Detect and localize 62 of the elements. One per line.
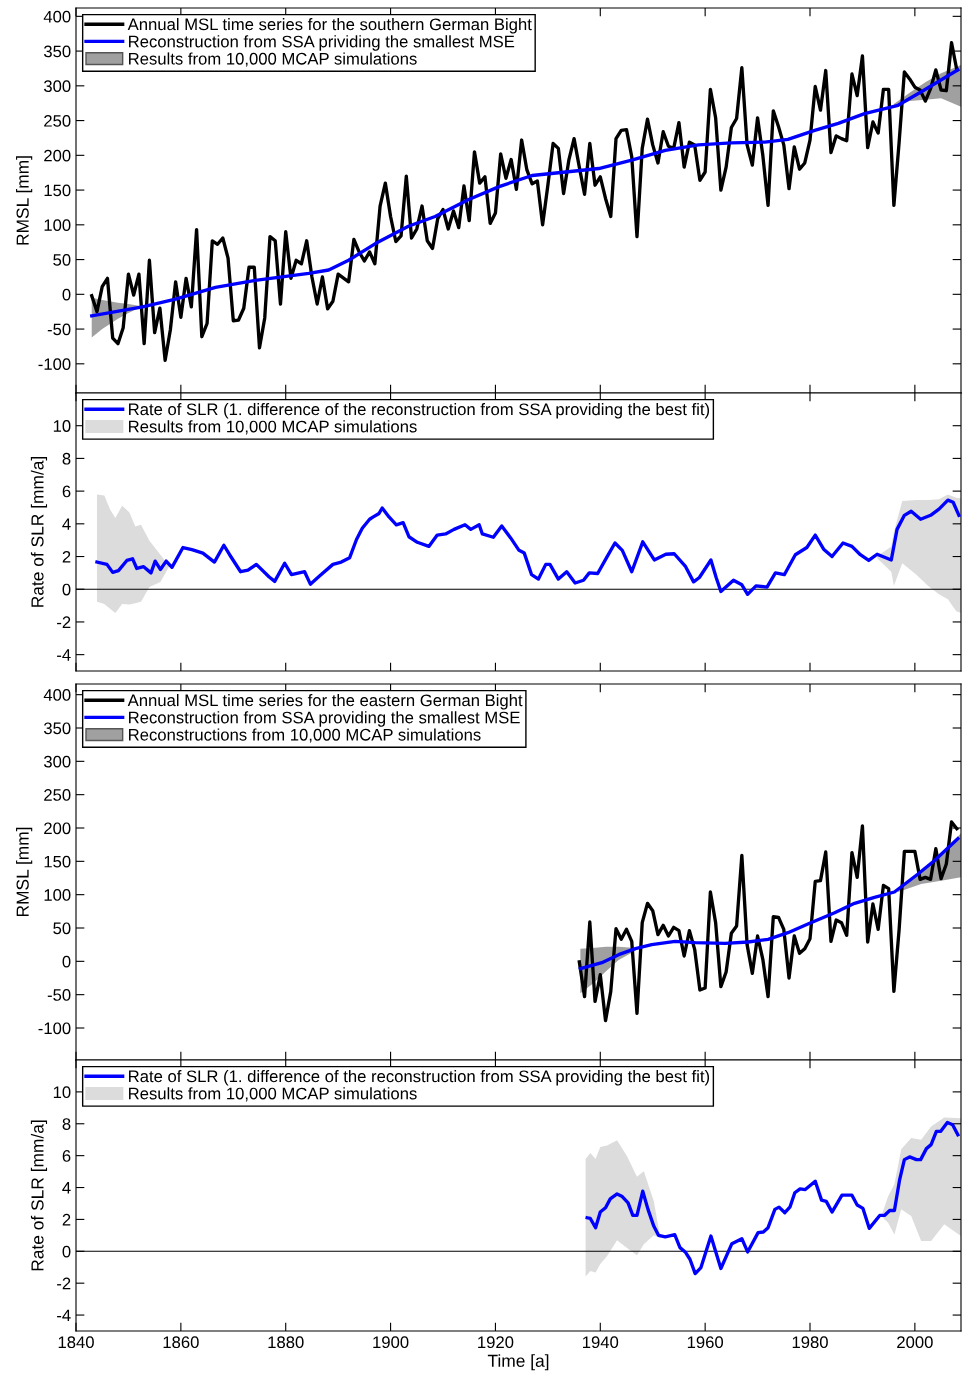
legend-label: Results from 10,000 MCAP simulations <box>129 1087 417 1102</box>
y-axis-title: Rate of SLR [mm/a] <box>30 1120 48 1271</box>
y-tick-label: 0 <box>62 583 71 596</box>
y-tick-label: 8 <box>62 452 71 465</box>
y-tick-label: 0 <box>62 288 71 301</box>
x-tick-label: 1960 <box>687 1336 724 1349</box>
x-tick-label: 1900 <box>373 1336 409 1349</box>
x-tick-label: 1940 <box>583 1336 619 1349</box>
legend-label: Reconstruction from SSA prividing the smallest MSE <box>129 35 515 51</box>
y-tick-label: -50 <box>47 323 71 336</box>
y-tick-label: 150 <box>44 184 71 197</box>
y-tick-label: 400 <box>43 689 71 701</box>
y-tick-label: 0 <box>62 955 71 968</box>
y-tick-label: 300 <box>43 80 71 93</box>
y-tick-label: 50 <box>53 922 71 935</box>
y-axis-title: Rate of SLR [mm/a] <box>30 457 48 607</box>
y-tick-label: 10 <box>53 1086 71 1099</box>
y-tick-label: 250 <box>44 114 71 127</box>
y-tick-label: -100 <box>38 1022 71 1035</box>
legend-label: Annual MSL time series for the southern German Bight <box>127 18 532 34</box>
y-tick-label: 8 <box>62 1118 71 1130</box>
legend-label: Results from 10,000 MCAP simulations <box>129 52 417 67</box>
y-tick-label: 100 <box>44 889 71 901</box>
x-tick-label: 1880 <box>268 1336 304 1349</box>
x-tick-label: 2000 <box>897 1336 933 1349</box>
y-tick-label: -4 <box>57 1309 71 1322</box>
y-tick-label: 400 <box>43 10 71 23</box>
legend-label: Reconstructions from 10,000 MCAP simulations <box>129 728 481 743</box>
legend-label: Rate of SLR (1. difference of the reconstruction from SSA providing the best fit) <box>129 403 710 419</box>
y-tick-label: 200 <box>44 149 71 162</box>
y-tick-label: 6 <box>62 485 71 498</box>
legend-label: Rate of SLR (1. difference of the reconstruction from SSA providing the best fit) <box>129 1070 710 1086</box>
y-tick-label: 200 <box>44 822 71 835</box>
x-axis-title: Time [a] <box>487 1354 549 1371</box>
y-tick-label: 350 <box>43 722 71 735</box>
legend-label: Results from 10,000 MCAP simulations <box>129 420 417 435</box>
y-tick-label: 150 <box>44 855 71 868</box>
y-tick-label: 100 <box>44 219 71 232</box>
y-tick-label: -100 <box>38 358 71 371</box>
y-tick-label: -2 <box>57 616 71 628</box>
y-tick-label: 4 <box>62 1182 71 1194</box>
y-tick-label: 50 <box>53 253 71 266</box>
y-tick-label: 300 <box>43 755 71 768</box>
y-tick-label: 10 <box>53 420 71 432</box>
x-tick-label: 1920 <box>478 1336 514 1349</box>
y-tick-label: 6 <box>62 1150 71 1162</box>
y-tick-label: 2 <box>62 1213 71 1226</box>
y-tick-label: -50 <box>47 989 71 1001</box>
y-tick-label: -2 <box>57 1277 71 1290</box>
y-tick-label: -4 <box>57 649 71 661</box>
y-axis-title: RMSL [mm] <box>16 827 33 917</box>
x-tick-label: 1840 <box>58 1336 94 1349</box>
y-tick-label: 4 <box>62 518 71 530</box>
y-tick-label: 2 <box>62 550 71 563</box>
x-tick-label: 1980 <box>792 1336 828 1349</box>
y-axis-title: RMSL [mm] <box>16 156 33 245</box>
legend-label: Annual MSL time series for the eastern German Bight <box>127 694 523 710</box>
x-tick-label: 1860 <box>163 1336 199 1349</box>
y-tick-label: 250 <box>44 789 71 801</box>
y-tick-label: 0 <box>62 1245 71 1258</box>
y-tick-label: 350 <box>43 45 71 58</box>
legend-label: Reconstruction from SSA providing the smallest MSE <box>129 711 520 727</box>
